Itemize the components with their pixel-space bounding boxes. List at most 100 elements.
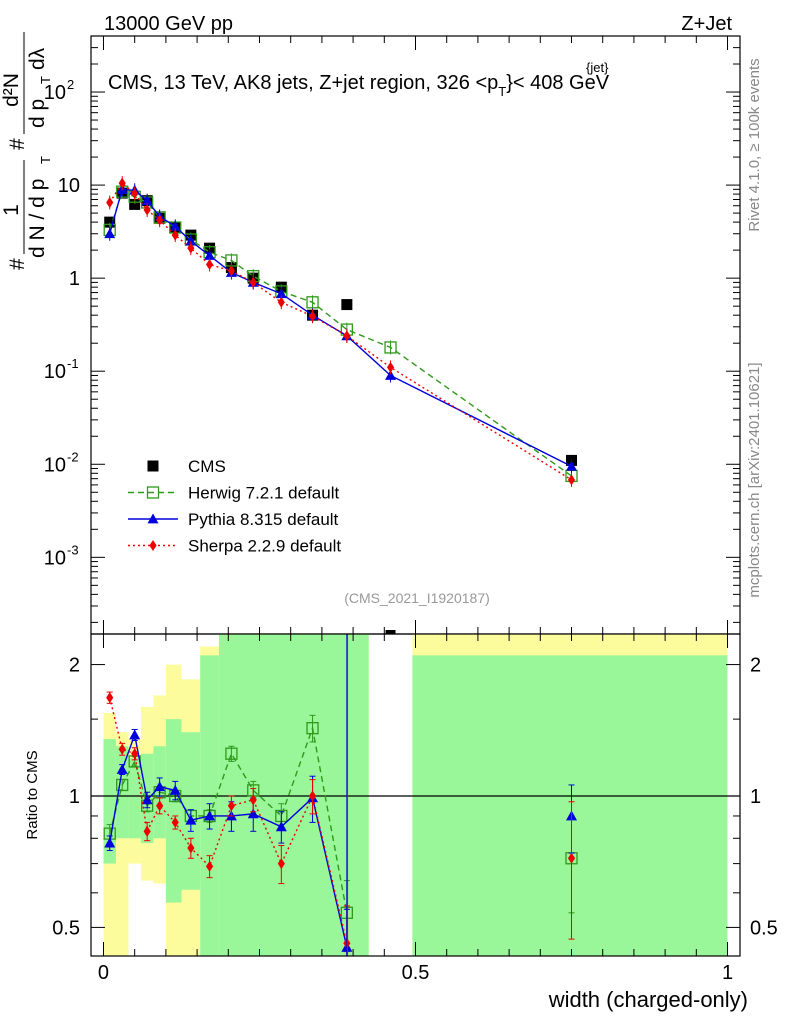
main-y-axis-label: # 1 d N / d p T # d²N d p T dλ <box>0 32 53 270</box>
data-point-herwig <box>306 296 319 309</box>
ylabel-dn-dpt: d N / d p <box>26 179 49 258</box>
ratio-point-sherpa <box>171 816 179 828</box>
main-ytick-exp-2: -1 <box>67 356 79 371</box>
ratio-point-herwig <box>306 722 319 735</box>
band-inner-2 <box>128 758 141 839</box>
series-sherpa <box>106 176 576 487</box>
ratio-point-pythia <box>129 729 141 740</box>
data-point-sherpa <box>156 214 164 226</box>
ratio-point-pythia <box>154 781 166 792</box>
ratio-uncertainty-band <box>103 634 728 956</box>
ratio-ytick-label-right-1: 1 <box>750 786 761 808</box>
ratio-point-pythia <box>141 794 153 805</box>
data-point-sherpa <box>187 242 195 254</box>
data-point-cms <box>104 216 116 228</box>
ratio-ytick-label-right-0: 0.5 <box>750 917 778 939</box>
main-ytick-label-1: 10 <box>44 454 66 476</box>
band-inner-9 <box>412 655 728 956</box>
ylabel-dlambda: dλ <box>26 47 49 70</box>
ratio-point-sherpa <box>227 800 235 812</box>
band-inner-1 <box>115 746 129 839</box>
ratio-ytick-label-0: 0.5 <box>52 917 80 939</box>
ylabel-sub-t-1: T <box>38 156 53 164</box>
ratio-point-sherpa <box>308 790 317 802</box>
ylabel-hash-1: # <box>6 258 29 270</box>
main-ytick-label-0: 10 <box>44 547 66 569</box>
ratio-point-sherpa <box>249 794 257 806</box>
ratio-point-sherpa <box>277 858 285 870</box>
ylabel-d2n: d²N <box>0 73 23 107</box>
ylabel-dpt: d p <box>26 99 49 128</box>
ylabel-hash-2: # <box>6 138 29 150</box>
ratio-ytick-label-1: 1 <box>69 786 80 808</box>
source-label: mcplots.cern.ch [arXiv:2401.10621] <box>746 362 763 597</box>
legend-marker-herwig <box>146 486 160 499</box>
data-point-sherpa <box>171 229 179 241</box>
series-line-sherpa <box>109 182 572 481</box>
ratio-point-pythia <box>104 837 116 848</box>
main-ytick-label-3: 1 <box>69 268 80 290</box>
band-inner-5 <box>165 719 182 903</box>
main-ytick-label-2: 10 <box>44 361 66 383</box>
plot-title: CMS, 13 TeV, AK8 jets, Z+jet region, 326… <box>108 72 610 99</box>
ratio-point-sherpa <box>187 842 195 854</box>
ratio-series <box>103 634 578 957</box>
data-point-pythia <box>385 369 397 380</box>
legend-marker-sherpa <box>149 540 157 551</box>
ratio-ytick-label-right-2: 2 <box>750 655 761 677</box>
ratio-point-pythia <box>204 810 216 821</box>
ratio-point-pythia <box>116 763 128 774</box>
series-line-herwig <box>109 190 572 477</box>
ratio-ticks: 0.5 0.5 1 1 2 2 0 0.5 1 <box>52 634 778 984</box>
data-point-sherpa <box>567 474 576 486</box>
data-point-sherpa <box>106 196 114 208</box>
ratio-plot-panel: 0.5 0.5 1 1 2 2 0 0.5 1 Ratio to CMS width (char… <box>24 633 778 1012</box>
legend-marker-cms <box>147 460 159 472</box>
main-ytick-exp-1: -2 <box>67 449 79 464</box>
data-point-pythia <box>566 460 578 471</box>
ratio-point-sherpa <box>156 800 164 812</box>
ratio-point-pythia <box>185 814 197 825</box>
ratio-point-sherpa <box>143 825 151 837</box>
ratio-plot-frame <box>90 633 741 957</box>
plot-title-end: }< 408 GeV <box>506 72 610 94</box>
legend: CMS Herwig 7.2.1 default Pythia 8.315 defa… <box>128 457 341 556</box>
plot-title-superscript: {jet} <box>586 60 609 75</box>
ratio-xtick-label-0: 0 <box>98 962 109 984</box>
x-axis-label: width (charged-only) <box>548 987 748 1012</box>
data-point-sherpa <box>386 361 395 373</box>
ratio-point-sherpa <box>205 860 214 872</box>
data-point-sherpa <box>143 204 151 216</box>
main-ytick-exp-5: 2 <box>67 77 74 92</box>
ratio-xtick-label-2: 1 <box>722 962 733 984</box>
ratio-point-sherpa <box>567 852 576 864</box>
ratio-series-pythia <box>104 729 578 957</box>
data-point-sherpa <box>118 177 126 189</box>
data-point-cms <box>129 198 141 210</box>
data-point-sherpa <box>249 276 257 288</box>
band-inner-8 <box>218 634 369 956</box>
main-ytick-label-4: 10 <box>58 175 80 197</box>
legend-label-cms: CMS <box>188 457 226 476</box>
legend-label-herwig: Herwig 7.2.1 default <box>188 484 339 503</box>
data-point-sherpa <box>277 296 285 308</box>
data-point-pythia <box>275 288 287 299</box>
data-point-pythia <box>169 220 181 231</box>
plot-title-main: CMS, 13 TeV, AK8 jets, Z+jet region, 326… <box>108 72 498 94</box>
ratio-point-pythia <box>247 808 259 819</box>
energy-label: 13000 GeV pp <box>104 13 233 35</box>
data-point-pythia <box>104 228 116 239</box>
ratio-point-pythia <box>169 784 181 795</box>
data-point-sherpa <box>227 265 235 277</box>
analysis-label: (CMS_2021_I1920187) <box>344 590 490 606</box>
data-point-pythia <box>185 235 197 246</box>
ratio-xtick-label-1: 0.5 <box>402 962 430 984</box>
ratio-series-sherpa <box>106 691 576 957</box>
ratio-point-sherpa <box>118 743 126 755</box>
ylabel-sub-t-2: T <box>38 76 53 84</box>
data-point-cms <box>341 299 353 311</box>
ratio-point-herwig <box>116 778 129 792</box>
